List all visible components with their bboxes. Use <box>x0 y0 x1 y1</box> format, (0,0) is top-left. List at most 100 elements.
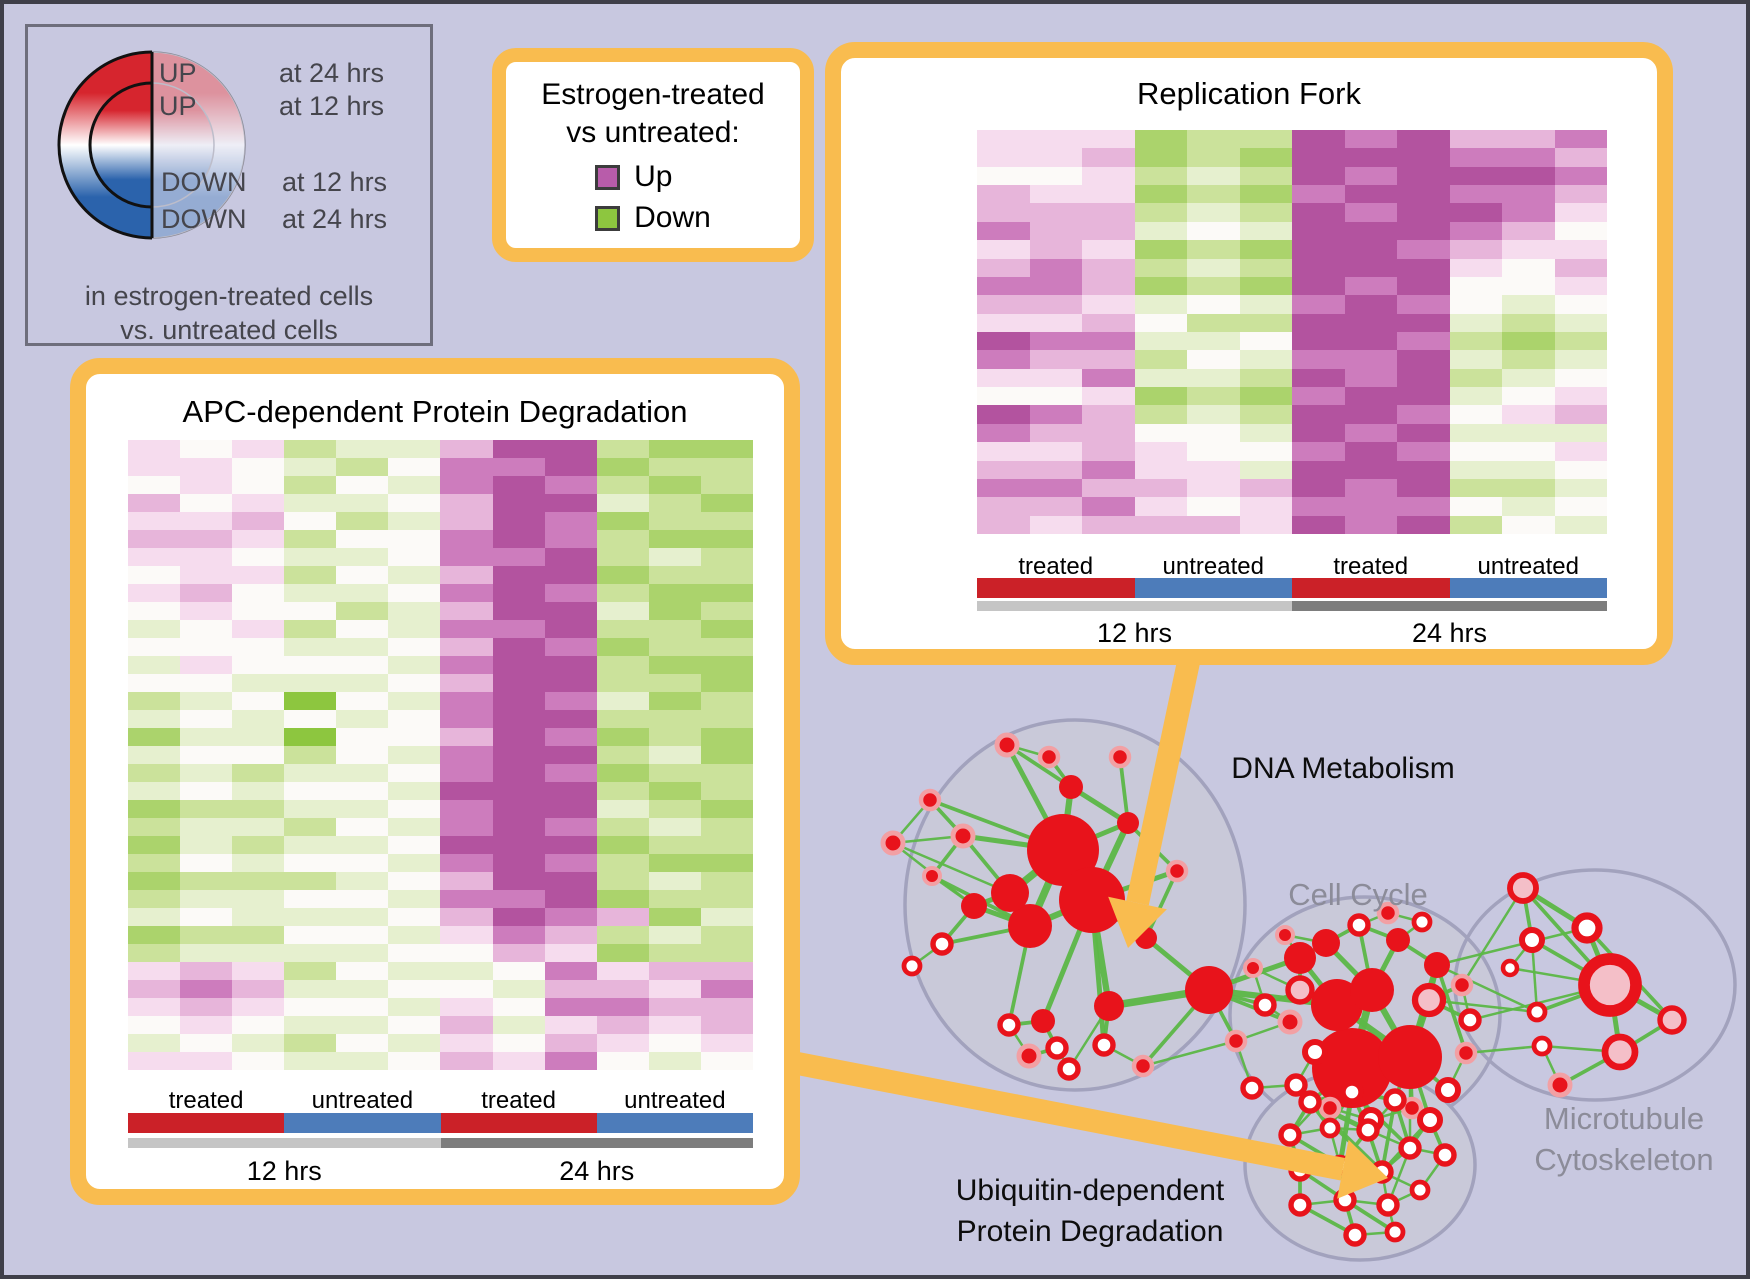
heatmap-cell <box>336 692 389 710</box>
heatmap-cell <box>977 148 1030 167</box>
heatmap-cell <box>128 782 181 800</box>
down-color-swatch <box>595 205 621 231</box>
heatmap-cell <box>1292 350 1345 369</box>
heatmap-cell <box>700 584 753 602</box>
network-node <box>1417 1107 1443 1133</box>
heatmap-cell <box>596 512 649 530</box>
heatmap-cell <box>1239 460 1292 479</box>
up-color-swatch <box>595 164 621 190</box>
network-node <box>961 893 987 919</box>
heatmap-cell <box>1239 442 1292 461</box>
heatmap-cell <box>544 620 597 638</box>
heatmap-cell <box>492 494 545 512</box>
heatmap-cell <box>1239 350 1292 369</box>
heatmap-cell <box>648 602 701 620</box>
heatmap-cell <box>284 944 337 962</box>
heatmap-cell <box>180 1016 233 1034</box>
heatmap-cell <box>1029 221 1082 241</box>
heatmap-cell <box>1292 515 1345 534</box>
heatmap-cell <box>336 476 389 494</box>
heatmap-cell <box>544 980 597 998</box>
heatmap-cell <box>388 962 441 980</box>
heatmap-cell <box>1292 166 1345 186</box>
heatmap-cell <box>284 926 337 944</box>
heatmap-cell <box>977 240 1030 259</box>
heatmap-cell <box>700 908 753 926</box>
heatmap-cell <box>1292 258 1345 277</box>
heatmap-cell <box>1187 460 1240 479</box>
group-label: treated <box>1333 553 1409 580</box>
heatmap-cell <box>1134 203 1187 222</box>
heatmap-cell <box>1554 331 1607 351</box>
heatmap-cell <box>440 872 493 890</box>
network-node <box>1285 975 1315 1005</box>
network-node <box>1507 872 1539 904</box>
heatmap-cell <box>544 710 597 728</box>
heatmap-cell <box>1554 515 1607 534</box>
heatmap-cell <box>284 656 337 674</box>
heatmap-cell <box>1187 497 1240 516</box>
heatmap-cell <box>544 728 597 746</box>
heatmap-cell <box>1239 276 1292 296</box>
heatmap-cell <box>128 764 181 782</box>
group-label: treated <box>481 1087 556 1114</box>
network-edge <box>1436 963 1538 1014</box>
heatmap-cell <box>1449 387 1502 406</box>
heatmap-cell <box>1187 313 1240 332</box>
heatmap-cell <box>232 584 285 602</box>
heatmap-cell <box>388 926 441 944</box>
heatmap-cell <box>388 764 441 782</box>
heatmap-cell <box>1344 350 1397 369</box>
heatmap-cell <box>700 674 753 692</box>
heatmap-cell <box>388 548 441 566</box>
network-node <box>1298 1090 1322 1114</box>
heatmap-cell <box>1344 221 1397 241</box>
group-color-segment <box>1292 578 1450 598</box>
heatmap-cell <box>1292 497 1345 516</box>
heatmap-cell <box>1029 258 1082 277</box>
heatmap-cell <box>544 890 597 908</box>
heatmap-cell <box>492 692 545 710</box>
heatmap-cell <box>1187 258 1240 277</box>
heatmap-cell <box>596 782 649 800</box>
heatmap-cell <box>544 1034 597 1052</box>
legend-time-label: at 24 hrs <box>282 204 388 234</box>
heatmap-cell <box>700 962 753 980</box>
heatmap-cell <box>1187 515 1240 534</box>
heatmap-cell <box>232 998 285 1016</box>
heatmap-cell <box>700 440 753 458</box>
heatmap-cell <box>1502 313 1555 332</box>
heatmap-cell <box>388 890 441 908</box>
heatmap-cell <box>700 746 753 764</box>
cluster-label-microtubule-cytoskeleton: Microtubule Cytoskeleton <box>1534 1098 1713 1180</box>
panel-title: APC-dependent Protein Degradation <box>182 394 688 429</box>
heatmap-cell <box>1449 221 1502 241</box>
heatmap-cell <box>648 908 701 926</box>
heatmap-cell <box>1502 331 1555 351</box>
heatmap-cell <box>1239 497 1292 516</box>
heatmap-cell <box>128 746 181 764</box>
heatmap-cell <box>128 512 181 530</box>
heatmap-cell <box>1554 497 1607 516</box>
heatmap-cell <box>1082 148 1135 167</box>
heatmap-cell <box>1187 442 1240 461</box>
heatmap-cell <box>492 818 545 836</box>
heatmap-cell <box>284 998 337 1016</box>
heatmap-cell <box>1134 423 1187 443</box>
heatmap-cell <box>1292 460 1345 479</box>
heatmap-cell <box>1239 185 1292 204</box>
heatmap-cell <box>1187 148 1240 167</box>
heatmap-cell <box>1134 276 1187 296</box>
heatmap-cell <box>1187 221 1240 241</box>
heatmap-cell <box>1502 185 1555 204</box>
heatmap-cell <box>180 476 233 494</box>
heatmap-cell <box>544 836 597 854</box>
heatmap-cell <box>232 800 285 818</box>
heatmap-cell <box>1187 166 1240 186</box>
heatmap-cell <box>336 836 389 854</box>
heatmap-cell <box>440 458 493 476</box>
network-node <box>1519 927 1545 953</box>
heatmap-cell <box>440 674 493 692</box>
heatmap-cell <box>1554 478 1607 498</box>
heatmap-cell <box>1344 331 1397 351</box>
